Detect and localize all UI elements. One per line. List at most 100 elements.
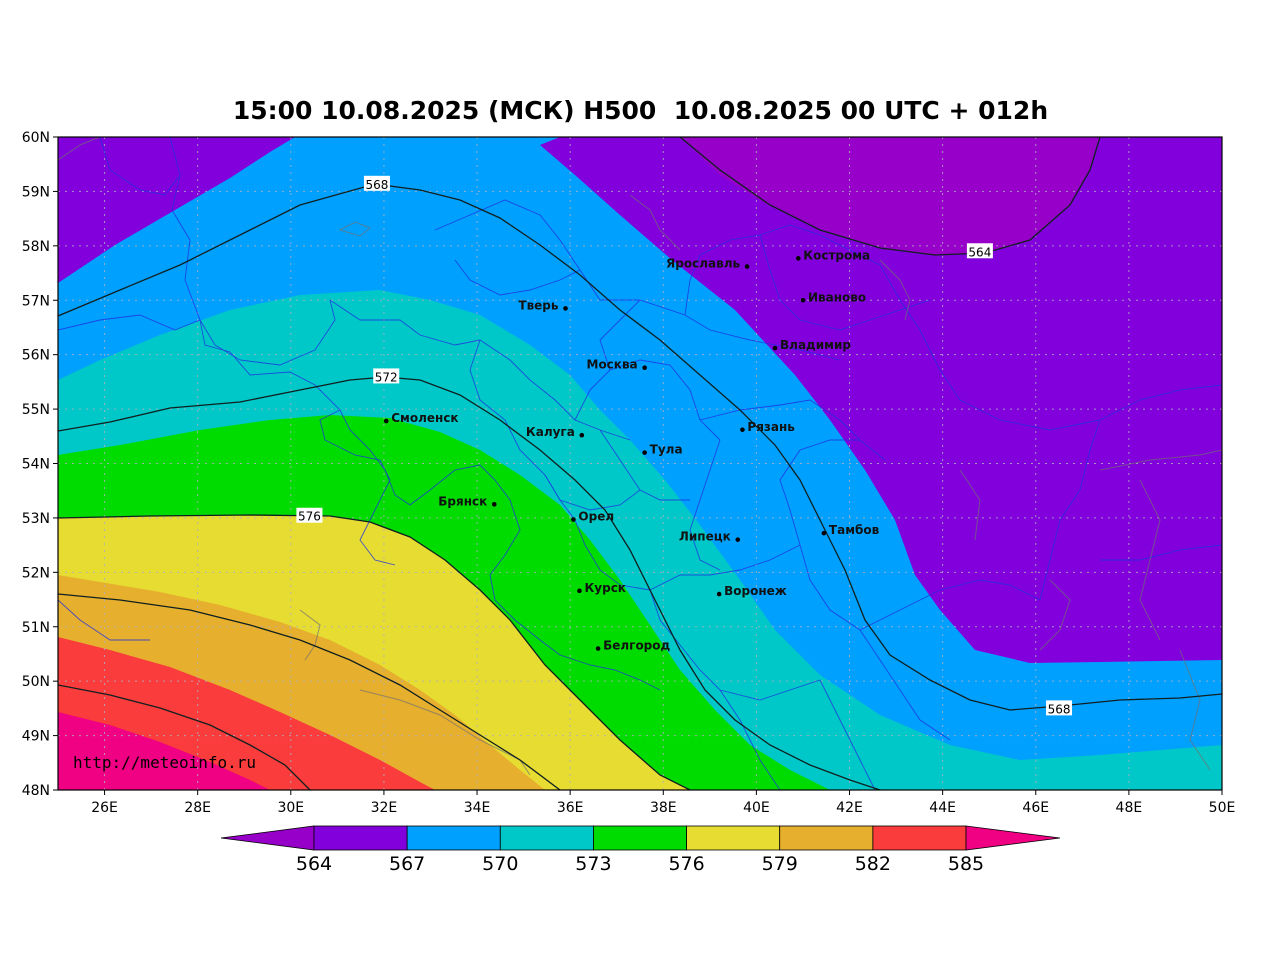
city-dot <box>491 502 497 507</box>
city-dot <box>642 365 647 371</box>
colorbar-label: 567 <box>389 853 425 875</box>
city-label: Москва <box>587 358 638 372</box>
city-dot <box>735 537 741 542</box>
colorbar-label: 564 <box>296 853 332 875</box>
contour-label: 568 <box>1048 702 1071 716</box>
lat-tick-label: 60N <box>22 130 50 146</box>
band-564-567-nw <box>58 137 295 283</box>
colorbar-segment <box>872 825 967 851</box>
lat-tick-label: 57N <box>22 293 50 309</box>
lon-tick-label: 32E <box>371 800 398 816</box>
colorbar-label: 573 <box>575 853 611 875</box>
lat-tick-label: 55N <box>22 402 50 418</box>
colorbar-label: 570 <box>482 853 518 875</box>
city-dot <box>577 588 582 594</box>
contour-label-box <box>363 175 390 191</box>
lat-tick-label: 48N <box>22 783 50 799</box>
city-label: Липецк <box>679 530 731 544</box>
city-label: Орел <box>578 510 614 524</box>
city-label: Брянск <box>438 494 487 508</box>
lon-tick-label: 26E <box>91 800 118 816</box>
city-markers: Кострома Ярославль Иваново Тверь Владимир Мос… <box>383 248 880 653</box>
band-below-564 <box>680 137 1100 255</box>
contour-label: 576 <box>298 510 321 524</box>
lon-tick-label: 36E <box>557 800 584 816</box>
city-label: Воронеж <box>724 584 787 598</box>
city-label: Иваново <box>808 290 866 304</box>
lon-tick-label: 42E <box>836 800 863 816</box>
city-dot <box>571 517 576 522</box>
colorbar-segment <box>593 825 687 851</box>
colorbar: 564 567 570 573 576 579 582 585 <box>220 825 1061 875</box>
city-dot <box>800 297 806 303</box>
colorbar-extend-high <box>965 825 1061 851</box>
colorbar-segment <box>686 825 781 851</box>
band-564-567 <box>540 137 1222 663</box>
lat-tick-label: 58N <box>22 239 50 255</box>
city-dot <box>716 591 722 597</box>
contour-label-box <box>296 507 323 523</box>
lon-tick-label: 44E <box>929 800 956 816</box>
contour-label-box <box>1046 700 1073 716</box>
contour-label-box <box>373 368 400 384</box>
city-label: Владимир <box>780 338 851 352</box>
contour-label: 568 <box>365 178 388 192</box>
city-label: Курск <box>584 581 625 595</box>
contour-572 <box>58 376 881 790</box>
lat-tick-label: 59N <box>22 184 50 200</box>
watermark-url: http://meteoinfo.ru <box>73 753 256 772</box>
colorbar-extend-low <box>220 825 315 851</box>
lon-tick-label: 40E <box>743 800 770 816</box>
city-label: Ярославль <box>666 257 740 271</box>
map-area: 564 568 568 572 576 Кострома Ярославль Иваново… <box>58 137 1222 790</box>
city-label: Тула <box>650 443 683 457</box>
chart-title: 15:00 10.08.2025 (МСК) H500 10.08.2025 0… <box>232 96 1049 125</box>
lon-tick-label: 30E <box>277 800 304 816</box>
lon-tick-label: 28E <box>184 800 211 816</box>
lat-tick-label: 54N <box>22 457 50 473</box>
city-label: Калуга <box>526 425 575 439</box>
contour-labels: 564 568 568 572 576 <box>296 175 1073 716</box>
contour-label-box <box>966 243 993 259</box>
colorbar-label: 579 <box>762 853 798 875</box>
lat-tick-label: 49N <box>22 729 50 745</box>
contour-label: 564 <box>968 245 991 259</box>
city-label: Смоленск <box>391 411 458 425</box>
city-dot <box>579 432 585 438</box>
city-dot <box>642 450 647 455</box>
city-dot <box>821 530 827 536</box>
city-label: Кострома <box>803 248 870 262</box>
contour-576 <box>58 514 691 790</box>
city-dot <box>383 418 389 424</box>
city-label: Белгород <box>603 639 670 653</box>
city-dot <box>796 256 801 261</box>
colorbar-label: 582 <box>855 853 891 875</box>
lon-tick-label: 50E <box>1209 800 1236 816</box>
lon-tick-label: 34E <box>464 800 491 816</box>
colorbar-segment <box>313 825 408 851</box>
longitude-axis: 26E 28E 30E 32E 34E 36E 38E 40E 42E 44E 46E 48E 50E <box>91 790 1235 816</box>
lat-tick-label: 52N <box>22 565 50 581</box>
contour-580 <box>58 593 561 790</box>
contour-584 <box>58 684 311 790</box>
lon-tick-label: 38E <box>650 800 677 816</box>
lat-tick-label: 50N <box>22 674 50 690</box>
colorbar-segment <box>499 825 594 851</box>
city-dot <box>772 345 778 351</box>
band-above-585 <box>58 712 270 790</box>
city-label: Тверь <box>518 298 559 312</box>
colorbar-label: 576 <box>668 853 704 875</box>
lon-tick-label: 46E <box>1022 800 1049 816</box>
city-label: Тамбов <box>829 523 880 537</box>
lat-tick-label: 51N <box>22 620 50 636</box>
city-label: Рязань <box>747 420 795 434</box>
contour-568 <box>58 183 1222 711</box>
colorbar-segment <box>779 825 874 851</box>
city-dot <box>595 646 601 651</box>
city-dot <box>563 306 568 311</box>
lat-tick-label: 56N <box>22 348 50 364</box>
contour-lines <box>58 137 1222 790</box>
contour-564 <box>679 137 1101 256</box>
city-dot <box>744 264 750 269</box>
